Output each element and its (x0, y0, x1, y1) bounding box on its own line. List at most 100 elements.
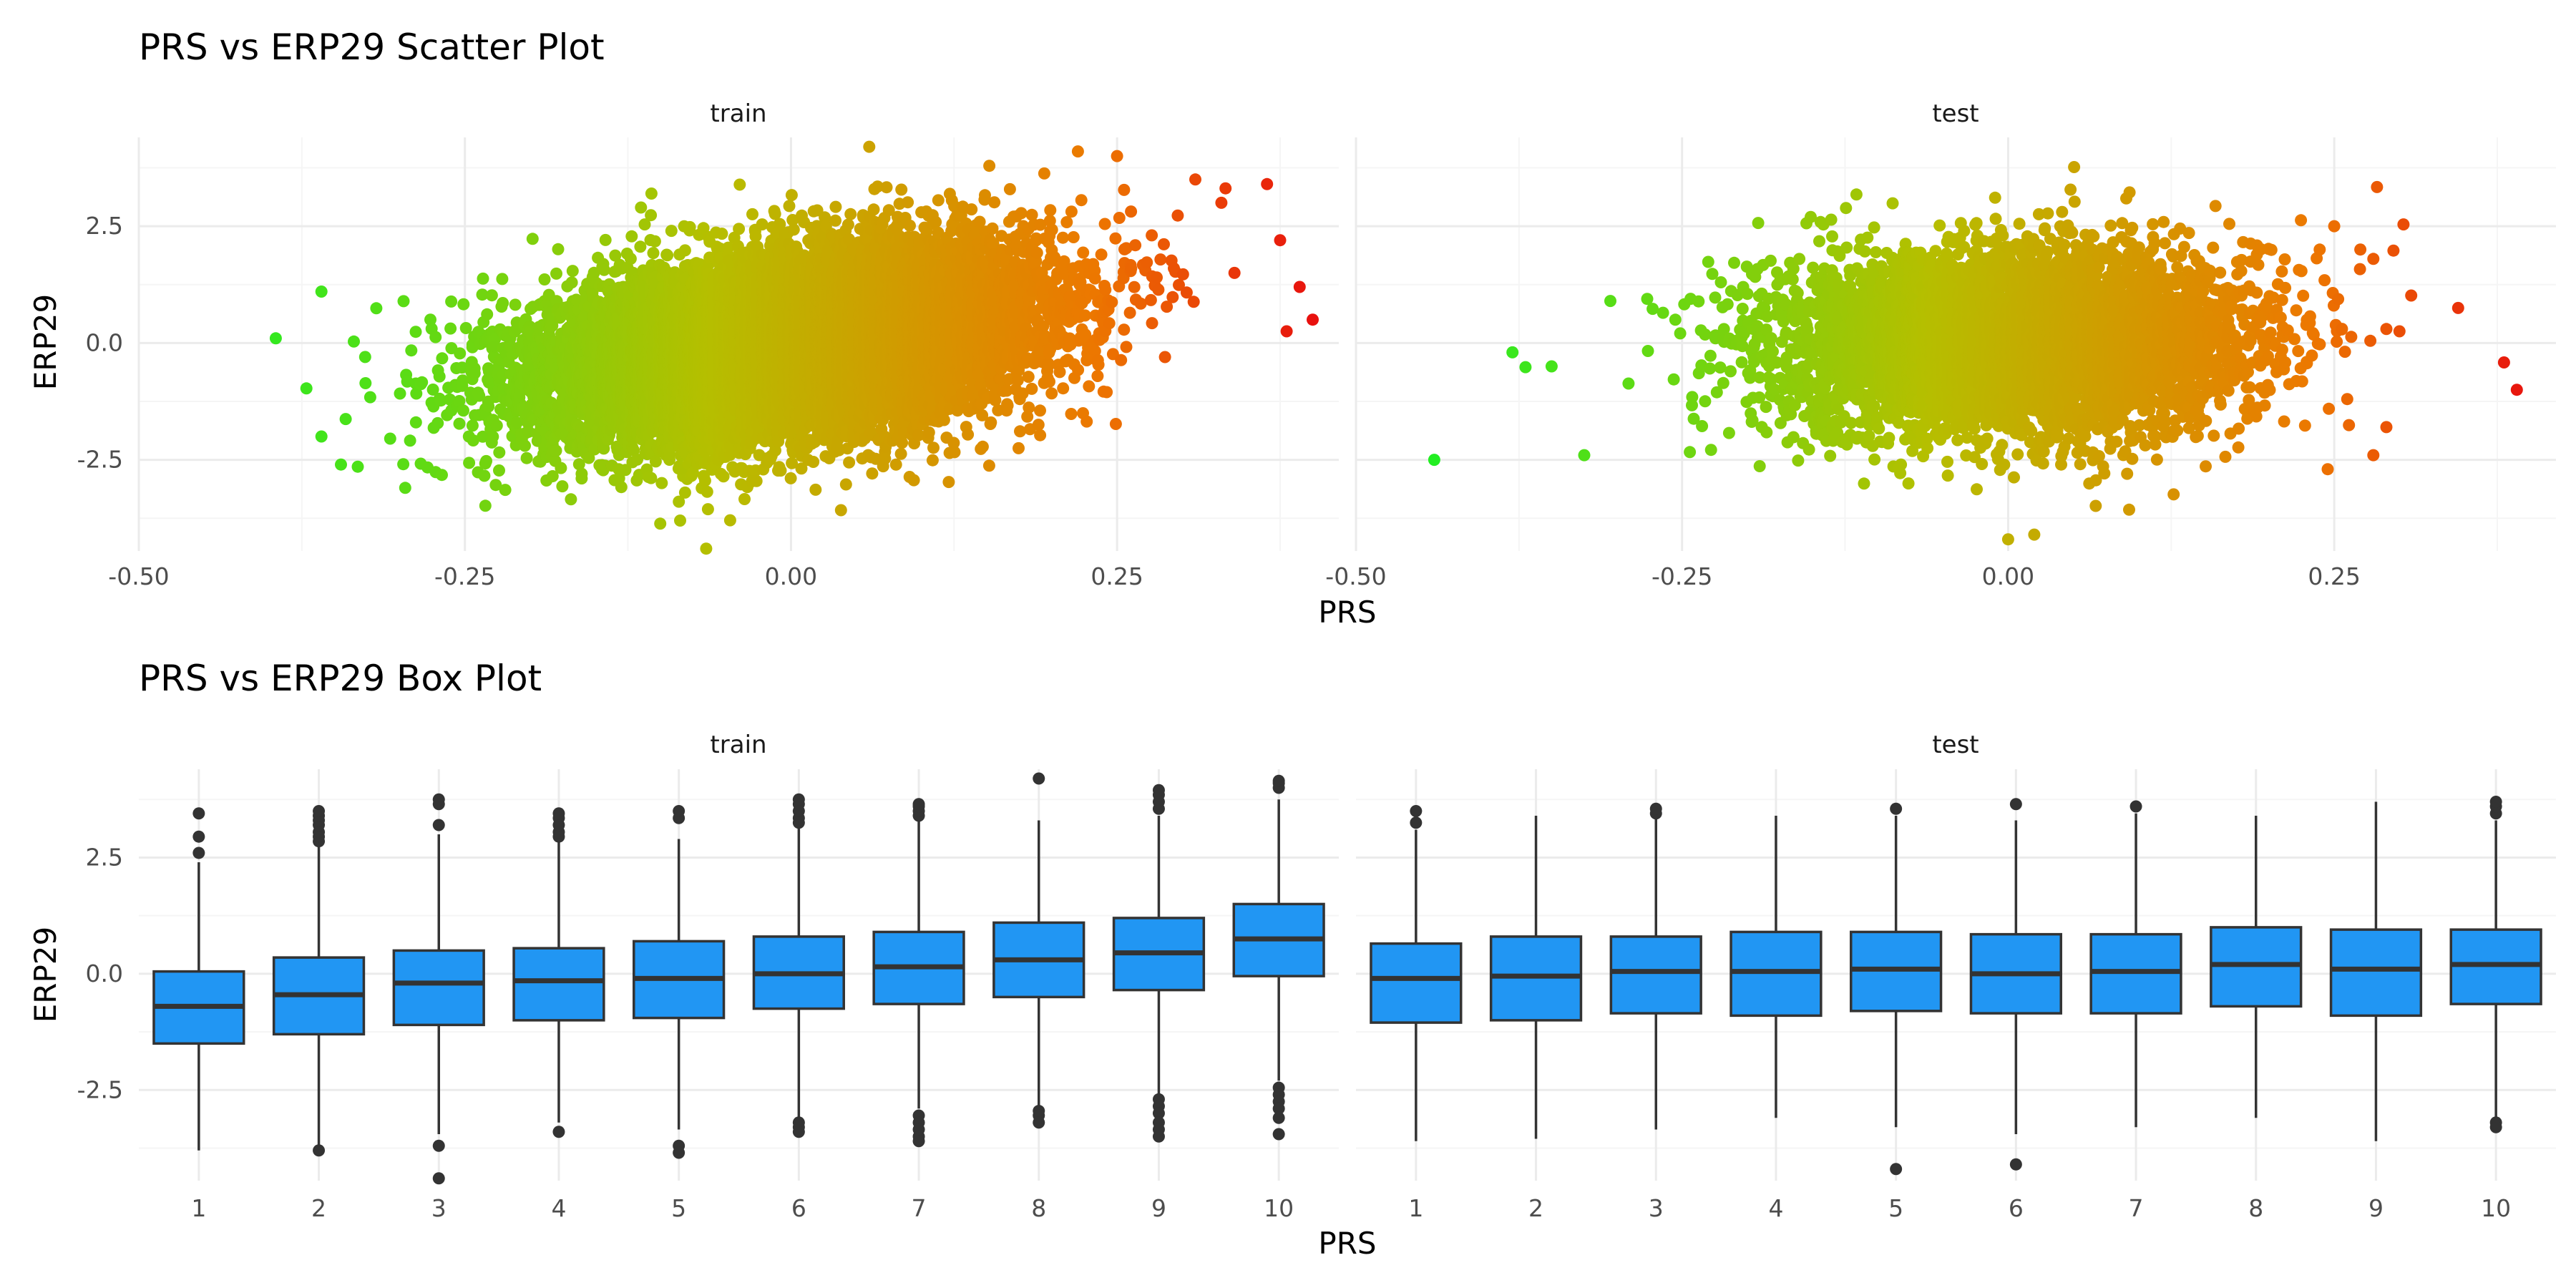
scatter-point (645, 209, 658, 222)
scatter-point (482, 400, 495, 413)
scatter-point (351, 460, 364, 473)
scatter-point (496, 273, 509, 286)
scatter-point (597, 263, 610, 276)
scatter-point (587, 266, 600, 279)
scatter-point (678, 486, 691, 499)
scatter-point (716, 228, 728, 240)
scatter-point (701, 503, 714, 516)
scatter-point (431, 416, 444, 429)
scatter-point (678, 244, 691, 257)
scatter-point (520, 452, 533, 464)
scatter-point (635, 201, 648, 214)
scatter-point (615, 481, 628, 494)
scatter-point (701, 485, 713, 498)
scatter-point (335, 458, 347, 471)
scatter-point (510, 416, 523, 429)
scatter-point (478, 469, 491, 482)
scatter-point (499, 484, 512, 497)
scatter-point (550, 444, 562, 457)
scatter-point (519, 439, 531, 452)
scatter-point (565, 493, 577, 506)
scatter-points-train (269, 140, 1319, 555)
scatter-point (665, 225, 678, 238)
scatter-point (457, 374, 469, 387)
scatter-point (655, 477, 668, 489)
scatter-point (490, 419, 503, 432)
scatter-point (481, 308, 494, 321)
scatter-point (480, 454, 492, 467)
scatter-point (645, 187, 658, 200)
scatter-point (339, 413, 352, 426)
scatter-point (654, 517, 667, 530)
scatter-point (370, 302, 383, 315)
scatter-point (487, 430, 499, 443)
scatter-point (552, 243, 565, 255)
scatter-point (444, 322, 457, 335)
scatter-point (485, 289, 498, 302)
scatter-point (599, 233, 612, 246)
scatter-point (493, 446, 506, 459)
scatter-point (405, 344, 418, 357)
scatter-point (648, 235, 661, 248)
scatter-point (436, 352, 449, 365)
scatter-point (582, 452, 595, 464)
scatter-point (477, 430, 489, 443)
scatter-point (717, 470, 730, 483)
scatter-point (555, 462, 567, 474)
scatter-point (572, 458, 585, 471)
scatter-point (723, 514, 736, 527)
scatter-point (624, 253, 637, 265)
chart-marks (152, 140, 2542, 1185)
scatter-point (348, 335, 360, 348)
scatter-point (566, 265, 579, 278)
scatter-point (359, 377, 372, 389)
scatter-point (457, 298, 470, 311)
scatter-point (436, 469, 448, 482)
scatter-point (445, 295, 458, 308)
scatter-point (565, 276, 578, 289)
scatter-point (473, 389, 486, 402)
scatter-point (410, 387, 423, 400)
scatter-point (493, 464, 505, 477)
scatter-point (733, 178, 746, 191)
scatter-point (454, 347, 467, 360)
scatter-point (634, 240, 647, 253)
scatter-point (457, 404, 469, 417)
scatter-point (575, 467, 588, 480)
scatter-point (489, 479, 502, 492)
scatter-point (426, 384, 439, 396)
scatter-point (497, 297, 509, 309)
scatter-point (424, 313, 436, 326)
scatter-point (674, 514, 686, 527)
scatter-point (700, 542, 713, 555)
scatter-point (269, 332, 282, 345)
scatter-point (645, 472, 658, 484)
scatter-point (433, 370, 446, 383)
scatter-point (416, 376, 429, 389)
scatter-point (546, 470, 559, 482)
scatter-point (434, 394, 447, 407)
scatter-point (453, 395, 466, 407)
scatter-point (479, 499, 492, 512)
scatter-point (397, 295, 410, 308)
scatter-point (468, 367, 481, 380)
scatter-point (526, 233, 539, 245)
scatter-point (315, 286, 328, 298)
scatter-point (578, 310, 591, 323)
scatter-point (404, 434, 416, 447)
scatter-point (538, 273, 551, 286)
scatter-point (625, 230, 638, 243)
scatter-point (399, 482, 411, 494)
scatter-point (384, 432, 396, 445)
scatter-point (698, 474, 711, 487)
scatter-point (477, 272, 489, 285)
scatter-point (358, 351, 371, 364)
scatter-point (397, 458, 410, 471)
scatter-point (467, 434, 479, 447)
scatter-point (476, 288, 489, 301)
scatter-point (509, 298, 522, 311)
scatter-point (550, 267, 562, 280)
scatter-point (661, 249, 674, 262)
scatter-point (459, 322, 472, 334)
scatter-point (647, 247, 660, 260)
